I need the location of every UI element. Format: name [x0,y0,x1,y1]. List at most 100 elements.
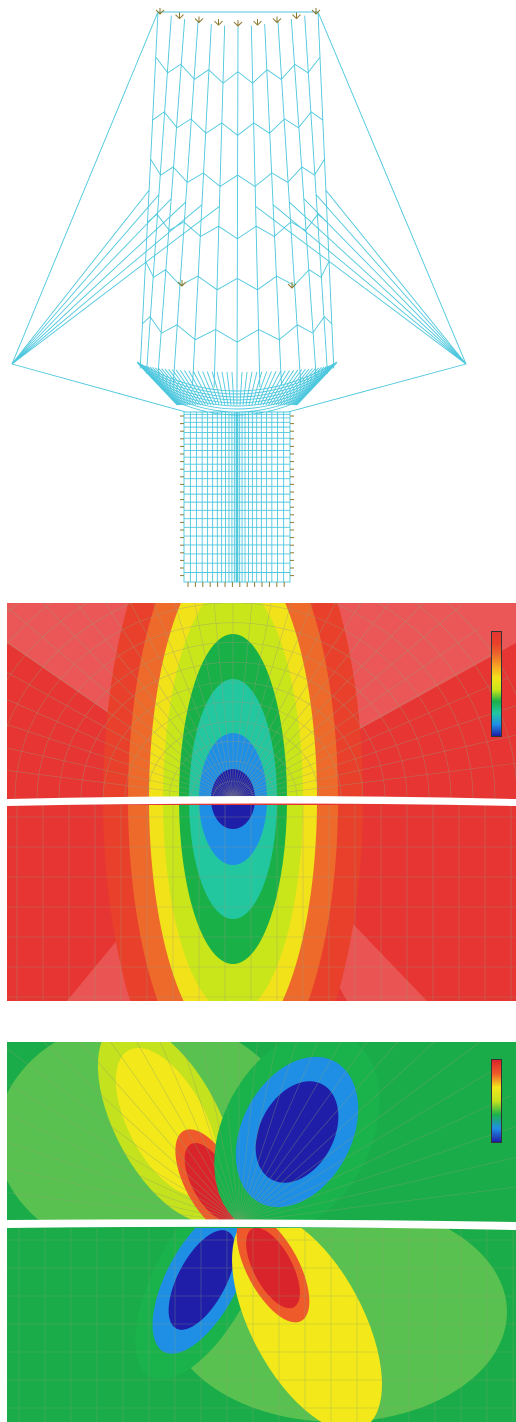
mesh-line [158,367,191,406]
mesh-line [11,190,150,365]
pinned-support-symbol [311,8,321,15]
mesh-line [11,205,220,365]
grid-line [146,721,320,800]
mesh-line [11,194,160,365]
contact-gap [7,1219,516,1230]
mesh-line [140,364,180,406]
mesh-line [273,369,299,406]
mesh-line [293,364,333,406]
mesh-line [161,386,313,407]
color-legend-b [491,1059,502,1143]
grid-line [159,1042,240,1223]
upper-left-lobe-band-3 [147,1093,187,1151]
mesh-lines [11,11,467,583]
mesh-line [155,56,321,84]
grid-line [102,681,364,800]
grid-line [232,603,362,800]
mesh-line [142,315,332,343]
grid-line [7,641,234,800]
mesh-line [149,366,186,406]
pinned-support-symbol [253,19,262,26]
mesh-line [152,111,323,136]
grid-line [130,603,234,800]
pinned-support-symbol [272,16,282,24]
mesh-line [202,371,217,406]
mesh-line [304,15,328,374]
contour-plot-b [7,1042,516,1422]
contour-band-6 [199,805,267,865]
mesh-overlay [7,1042,516,1422]
grid-line [181,1042,240,1223]
grid-line [36,622,430,800]
mesh-line [288,366,325,406]
grid-line [238,1042,258,1223]
mesh-line [287,367,322,406]
mesh-line [277,21,302,383]
grid-line [238,1042,435,1223]
mesh-line [11,204,203,365]
pinned-support-symbol [175,12,184,20]
grid-line [7,1141,240,1223]
grid-line [7,603,474,800]
grid-line [232,603,253,800]
mesh-line [294,364,334,406]
grid-line [7,603,516,783]
grid-line [7,603,516,696]
grid-line [238,1157,516,1223]
mesh-line [144,260,330,291]
lower-left-lobe-band-3 [183,1252,221,1308]
mesh-line [255,205,467,365]
grid-line [168,741,298,800]
mesh-line [151,376,323,401]
mesh-line [11,198,172,365]
pinned-support-symbol [233,20,243,27]
grid-line [238,1042,342,1223]
grid-line [7,671,234,800]
grid-line [238,1042,368,1223]
grid-line [220,1042,240,1223]
pinned-support-symbol [287,282,297,289]
grid-line [232,762,516,800]
mesh-line [231,371,235,406]
grid-line [232,603,336,800]
mesh-line [283,367,316,406]
grid-line [238,1042,480,1223]
grid-line [232,677,508,800]
grid-line [238,1067,497,1223]
grid-line [200,1042,240,1223]
upper-right-lobe-band-3 [273,1103,321,1161]
pinned-support-symbol [155,8,165,15]
grid-line [153,603,234,800]
grid-line [7,603,496,800]
mesh-line [146,15,172,374]
grid-line [232,627,480,800]
grid-line [232,603,292,800]
grid-line [14,603,452,800]
mesh-line [206,371,220,406]
mesh-line [262,370,282,406]
mesh-panel [0,0,516,592]
grid-line [213,603,234,800]
support-symbols [155,8,321,587]
pinned-support-symbol [292,12,301,20]
grid-line [232,603,272,800]
mesh-line [325,190,467,365]
mesh-line [289,201,467,365]
grid-line [7,770,234,800]
grid-line [238,1042,297,1223]
grid-line [174,603,234,800]
contour-field-b [7,1042,516,1422]
mesh-line [236,25,239,388]
mesh-line [156,381,318,404]
grid-line [238,1042,399,1223]
grid-line [7,1192,240,1223]
mesh-line [175,369,201,406]
mesh-line [303,198,467,365]
grid-line [212,780,254,800]
grid-line [7,1083,240,1223]
mesh-line [296,362,338,406]
grid-line [7,699,234,800]
grid-line [7,1167,240,1223]
color-legend-a [491,631,502,737]
grid-line [7,747,234,800]
